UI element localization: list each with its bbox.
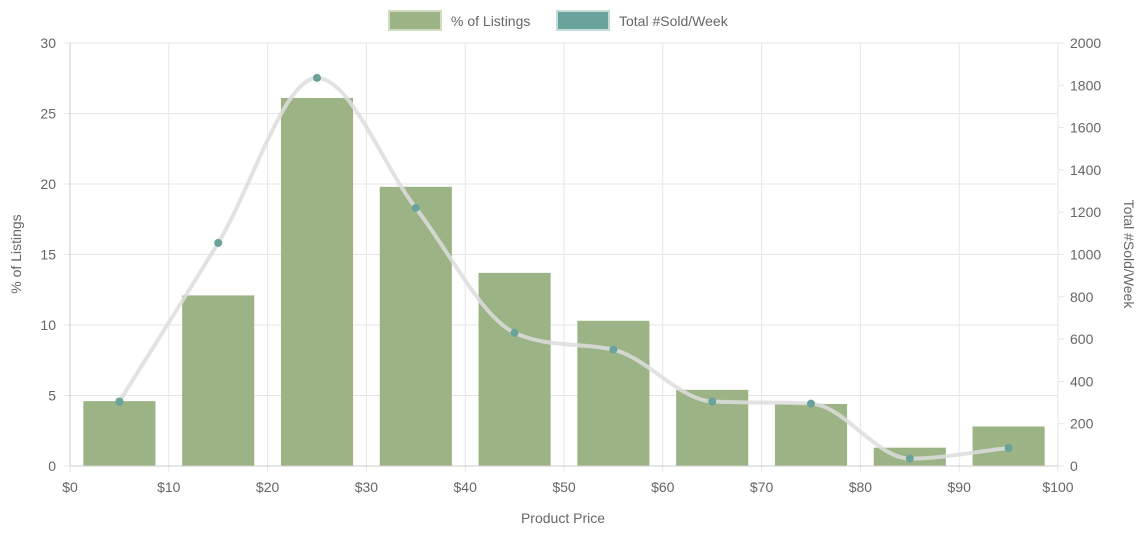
- y-right-tick-label: 0: [1070, 458, 1078, 474]
- line-point[interactable]: [807, 399, 815, 408]
- legend: % of Listings Total #Sold/Week: [388, 10, 729, 31]
- bar[interactable]: [280, 97, 354, 467]
- y-right-tick-label: 800: [1070, 289, 1094, 305]
- y-right-tick-label: 400: [1070, 373, 1094, 389]
- y-left-tick-label: 5: [48, 388, 56, 404]
- x-tick-label: $100: [1042, 479, 1073, 495]
- legend-swatch-sold: [556, 10, 610, 31]
- y-right-tick-label: 1800: [1070, 77, 1101, 93]
- y-right-tick-label: 200: [1070, 416, 1094, 432]
- x-tick-label: $50: [552, 479, 576, 495]
- y-left-tick-label: 15: [40, 247, 56, 263]
- legend-item-sold[interactable]: Total #Sold/Week: [556, 10, 729, 31]
- axes: $0 $10 $20 $30 $40 $50 $60 $70 $80 $90 $100 0 5 10 15 2…: [40, 35, 1101, 495]
- bar[interactable]: [478, 272, 551, 466]
- line-point[interactable]: [115, 397, 124, 406]
- bar[interactable]: [182, 295, 255, 466]
- x-tick-label: $70: [750, 479, 774, 495]
- x-tick-label: $80: [849, 479, 873, 495]
- y-right-tick-label: 1600: [1070, 120, 1101, 136]
- legend-item-listings[interactable]: % of Listings: [388, 10, 530, 31]
- y-right-tick-label: 2000: [1070, 35, 1101, 51]
- legend-swatch-listings: [388, 10, 442, 31]
- x-tick-label: $20: [256, 479, 280, 495]
- bar[interactable]: [379, 186, 452, 466]
- x-tick-label: $10: [157, 479, 181, 495]
- bar[interactable]: [83, 401, 156, 466]
- legend-label-listings: % of Listings: [451, 13, 530, 29]
- x-tick-label: $90: [948, 479, 972, 495]
- y-left-tick-label: 20: [40, 176, 56, 192]
- line-series: [115, 73, 1013, 463]
- bar[interactable]: [577, 320, 650, 466]
- x-tick-label: $60: [651, 479, 675, 495]
- x-axis-title: Product Price: [521, 510, 605, 526]
- x-tick-label: $0: [62, 479, 78, 495]
- y-right-tick-label: 600: [1070, 331, 1094, 347]
- line-point[interactable]: [905, 454, 914, 463]
- y-left-tick-label: 30: [40, 35, 56, 51]
- y-right-tick-label: 1000: [1070, 247, 1101, 263]
- line-point[interactable]: [411, 203, 420, 212]
- line-point[interactable]: [708, 397, 717, 406]
- y-right-axis-title: Total #Sold/Week: [1121, 200, 1137, 310]
- y-left-tick-label: 10: [40, 317, 56, 333]
- line-point[interactable]: [510, 328, 519, 337]
- y-left-axis-title: % of Listings: [8, 214, 24, 293]
- legend-label-sold: Total #Sold/Week: [619, 13, 729, 29]
- x-tick-label: $30: [355, 479, 379, 495]
- y-left-tick-label: 0: [48, 458, 56, 474]
- bar-series: [83, 97, 1045, 467]
- line-point[interactable]: [313, 73, 321, 82]
- line-point[interactable]: [609, 345, 618, 354]
- y-right-tick-label: 1200: [1070, 204, 1101, 220]
- line-point[interactable]: [1004, 444, 1013, 453]
- y-right-tick-label: 1400: [1070, 162, 1101, 178]
- line-point[interactable]: [214, 238, 223, 247]
- y-left-tick-label: 25: [40, 106, 56, 122]
- x-tick-label: $40: [454, 479, 478, 495]
